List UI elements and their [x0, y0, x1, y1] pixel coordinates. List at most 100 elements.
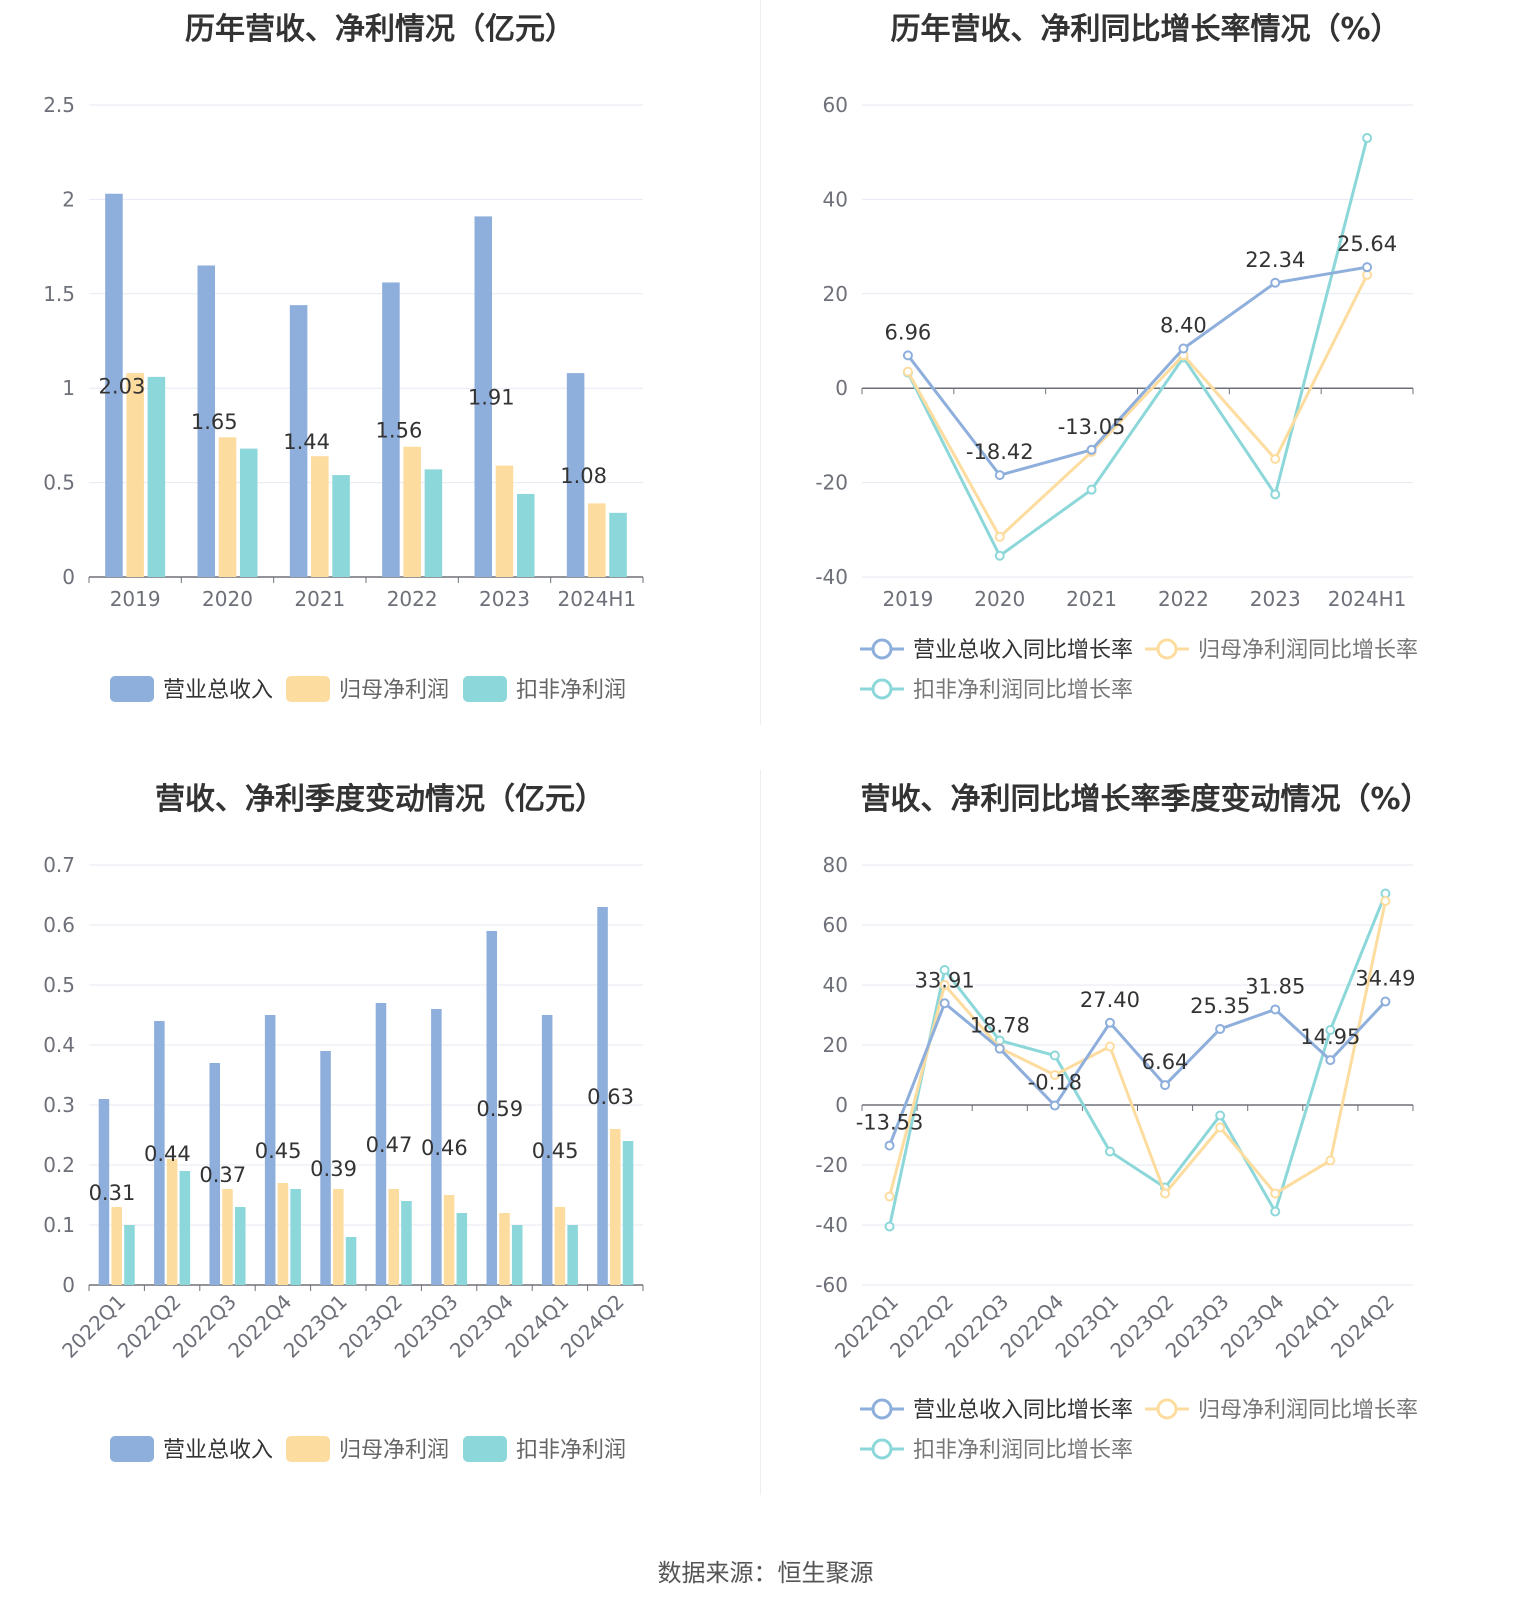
bar-deducted-profit [516, 493, 535, 577]
bar-revenue [197, 265, 216, 577]
data-point [1178, 343, 1189, 354]
chart-title: 营收、净利同比增长率季度变动情况（%） [860, 782, 1431, 817]
panel-annual-growth: 历年营收、净利同比增长率情况（%） -40 -20 0 20 40 60 2019 2020 2… [760, 0, 1531, 740]
y-tick-label: -60 [815, 1273, 848, 1297]
bar-revenue [486, 931, 498, 1285]
y-tick-label: 20 [823, 282, 848, 306]
x-tick-label: 2019 [110, 587, 161, 611]
data-point [1270, 454, 1281, 464]
bar-revenue [105, 193, 123, 577]
data-point [1049, 1050, 1060, 1061]
legend-label: 扣非净利润 [516, 1438, 626, 1463]
x-tick-label: 2023 [479, 587, 530, 611]
y-tick-label: 2.5 [43, 93, 75, 117]
data-point [1160, 1188, 1171, 1199]
bar-net-profit [610, 1129, 621, 1285]
bar-deducted-profit [124, 1225, 135, 1285]
bar-deducted-profit [401, 1201, 412, 1285]
data-point [884, 1191, 895, 1202]
legend-label: 营业总收入 [163, 1438, 273, 1463]
data-point [1104, 1041, 1115, 1052]
bar-revenue [98, 1099, 110, 1285]
y-tick-label: 0.7 [43, 853, 75, 877]
y-tick-label: 0 [835, 376, 848, 400]
data-point [1270, 1188, 1281, 1199]
bar-revenue [566, 373, 585, 577]
data-label: 18.78 [970, 1014, 1030, 1038]
data-point [1380, 896, 1391, 906]
quarterly-amount-bar-chart: 00.10.20.30.40.50.60.72022Q12022Q22022Q3… [43, 853, 644, 1463]
data-label: -13.05 [1058, 415, 1126, 439]
chart-title: 营收、净利季度变动情况（亿元） [155, 782, 605, 817]
data-point [884, 1140, 895, 1151]
bar-deducted-profit [567, 1225, 578, 1285]
y-tick-label: 0 [835, 1093, 848, 1117]
data-point [1362, 133, 1373, 144]
bar-deducted-profit [179, 1171, 191, 1285]
y-tick-label: 60 [823, 93, 848, 117]
data-label: -0.18 [1028, 1071, 1082, 1095]
bar-net-profit [443, 1195, 455, 1285]
legend-swatch [110, 1436, 154, 1462]
y-tick-label: 60 [823, 913, 848, 937]
bar-revenue [431, 1009, 442, 1285]
data-label: 0.31 [89, 1181, 136, 1205]
y-tick-label: 0 [62, 1273, 75, 1297]
x-tick-label: 2023 [1250, 587, 1301, 611]
bar-net-profit [166, 1159, 178, 1285]
data-point [939, 998, 950, 1009]
y-tick-label: -40 [815, 565, 848, 589]
legend-label: 归母净利润 [339, 678, 449, 703]
x-tick-label: 2024H1 [557, 587, 636, 611]
data-label: 0.37 [199, 1163, 246, 1187]
data-label: 1.91 [468, 386, 515, 410]
y-tick-label: -40 [815, 1213, 848, 1237]
legend-label: 归母净利润同比增长率 [1198, 1398, 1418, 1423]
y-tick-label: 0.4 [43, 1033, 75, 1057]
bar-net-profit [311, 456, 329, 577]
data-label: 6.64 [1142, 1050, 1189, 1074]
x-tick-label: 2024H1 [1328, 587, 1407, 611]
legend-marker [871, 1398, 893, 1420]
bar-net-profit [333, 1189, 344, 1285]
data-point [994, 550, 1005, 561]
data-point [1362, 262, 1373, 273]
data-label: 25.35 [1190, 994, 1250, 1018]
panel-annual-amounts: 历年营收、净利情况（亿元） 0 0.5 1 1.5 2 2.5 2019 2020 2021 20… [0, 0, 760, 740]
data-point [1215, 1122, 1226, 1133]
data-label: 22.34 [1245, 248, 1305, 272]
data-point [1325, 1025, 1336, 1035]
data-point [1270, 277, 1281, 288]
bar-deducted-profit [290, 1189, 301, 1285]
data-point [1380, 996, 1391, 1007]
legend-marker [1156, 1398, 1178, 1420]
bar-net-profit [388, 1189, 399, 1285]
bar-revenue [382, 282, 400, 577]
y-tick-label: -20 [815, 471, 848, 495]
data-label: 0.45 [255, 1139, 302, 1163]
legend-label: 营业总收入同比增长率 [913, 638, 1133, 663]
data-label: 1.56 [376, 419, 423, 443]
data-point [1325, 1155, 1336, 1166]
quarterly-growth-line-chart: -60-40-200204060802022Q12022Q22022Q32022… [815, 853, 1418, 1463]
y-tick-label: 2 [62, 187, 75, 211]
bar-net-profit [588, 503, 606, 577]
legend-label: 扣非净利润同比增长率 [913, 678, 1133, 703]
bar-net-profit [499, 1213, 510, 1285]
x-tick-label: 2022 [1158, 587, 1209, 611]
legend-label: 扣非净利润同比增长率 [913, 1438, 1133, 1463]
legend-marker [871, 1438, 893, 1460]
x-tick-label: 2022 [387, 587, 438, 611]
data-label: 1.65 [191, 410, 238, 434]
bar-revenue [597, 907, 608, 1285]
bar-revenue [289, 305, 308, 577]
data-point [994, 1043, 1005, 1054]
y-tick-label: 0.3 [43, 1093, 75, 1117]
data-label: 0.44 [144, 1142, 191, 1166]
data-point [994, 531, 1005, 542]
data-point [1215, 1023, 1226, 1034]
series-line-2 [888, 892, 1387, 1227]
bar-net-profit [277, 1183, 289, 1285]
y-tick-label: 40 [823, 187, 848, 211]
bar-net-profit [222, 1189, 233, 1285]
